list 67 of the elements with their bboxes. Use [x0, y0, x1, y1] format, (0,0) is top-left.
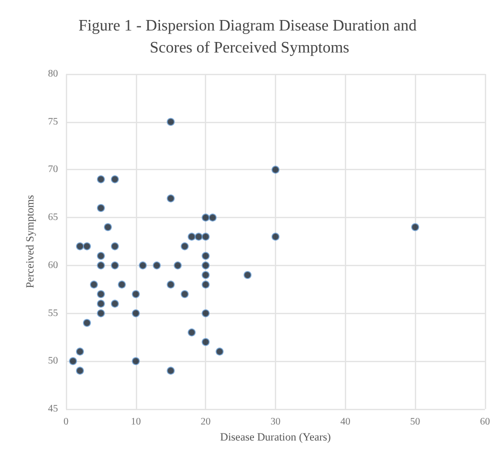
y-tick-label: 80 [48, 68, 58, 80]
point [202, 271, 210, 279]
point [96, 300, 105, 308]
point [216, 348, 224, 356]
point [194, 232, 203, 241]
point [272, 166, 280, 174]
y-tick-label: 50 [48, 356, 58, 367]
point [180, 290, 189, 298]
point [202, 261, 210, 270]
point [272, 232, 280, 241]
point [76, 242, 84, 250]
y-axis-title: Perceived Symptoms [24, 194, 36, 288]
point [90, 280, 98, 289]
point [202, 280, 210, 289]
point [96, 309, 105, 318]
point [152, 261, 161, 270]
point [132, 357, 140, 366]
point [96, 175, 105, 184]
point [132, 290, 140, 298]
x-tick-label: 30 [270, 416, 280, 428]
point [202, 338, 210, 346]
x-tick-label: 40 [340, 416, 350, 428]
point [76, 366, 84, 375]
point [208, 214, 217, 222]
y-tick-label: 70 [48, 164, 58, 176]
point [104, 223, 112, 232]
point [166, 118, 175, 126]
point [96, 252, 105, 260]
point [202, 214, 210, 222]
point [96, 204, 105, 212]
point [188, 328, 196, 336]
point [110, 261, 119, 270]
y-tick-label: 75 [48, 116, 58, 128]
y-tick-label: 60 [48, 260, 58, 271]
point [82, 242, 91, 250]
point [166, 194, 175, 202]
point [202, 232, 210, 241]
x-tick-label: 60 [480, 416, 490, 428]
point [76, 348, 84, 356]
x-tick-label: 0 [64, 416, 68, 428]
point [110, 300, 119, 308]
point [110, 242, 119, 250]
point [202, 309, 210, 318]
point [180, 242, 189, 250]
x-tick-label: 50 [410, 416, 420, 428]
point [166, 366, 175, 375]
point [68, 357, 77, 366]
x-tick-label: 10 [130, 416, 141, 428]
point [244, 271, 252, 279]
chart-title: Figure 1 - Dispersion Diagram Disease Duration and Scores of Perceived Symptoms [78, 18, 421, 56]
point [110, 175, 119, 184]
point [202, 252, 210, 260]
point [96, 290, 105, 298]
point [82, 318, 91, 327]
point [411, 223, 420, 232]
point [118, 280, 126, 289]
y-tick-label: 45 [48, 404, 58, 414]
point [132, 309, 140, 318]
x-tick-label: 20 [200, 416, 211, 428]
y-tick-label: 55 [48, 308, 58, 319]
point [174, 261, 182, 270]
point [188, 232, 196, 241]
point [166, 280, 175, 289]
point [138, 261, 147, 270]
x-axis-title: Disease Duration (Years) [220, 431, 332, 444]
point [96, 261, 105, 270]
y-tick-label: 65 [48, 212, 58, 224]
